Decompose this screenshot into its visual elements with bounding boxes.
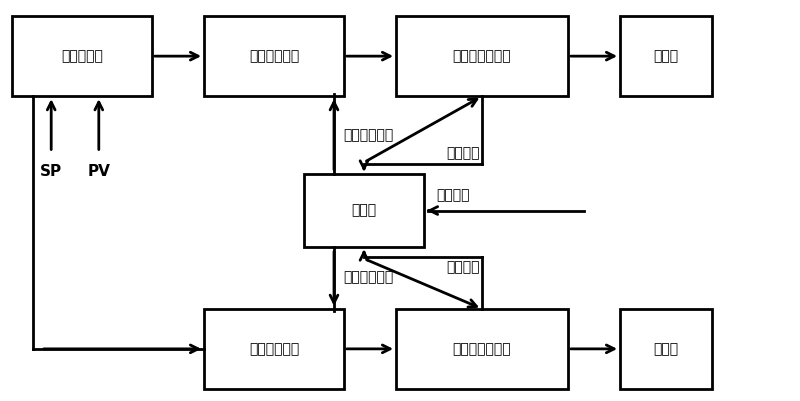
FancyBboxPatch shape	[620, 16, 712, 96]
Text: 煤气流量控制器: 煤气流量控制器	[453, 49, 511, 63]
FancyBboxPatch shape	[204, 16, 344, 96]
FancyBboxPatch shape	[620, 309, 712, 389]
Text: 高、低选择器: 高、低选择器	[249, 49, 299, 63]
Text: 空气限制参数: 空气限制参数	[344, 271, 394, 285]
Text: 调节阀: 调节阀	[654, 49, 678, 63]
FancyBboxPatch shape	[396, 309, 568, 389]
Text: SP: SP	[40, 164, 62, 179]
Text: 空气流量控制器: 空气流量控制器	[453, 342, 511, 356]
Text: 煤气流量: 煤气流量	[446, 146, 480, 160]
Text: 调节阀: 调节阀	[654, 342, 678, 356]
FancyBboxPatch shape	[396, 16, 568, 96]
Text: 温度控制器: 温度控制器	[61, 49, 103, 63]
Text: 高、低选择器: 高、低选择器	[249, 342, 299, 356]
Text: 空燃比: 空燃比	[351, 204, 377, 217]
FancyBboxPatch shape	[204, 309, 344, 389]
Text: PV: PV	[87, 164, 110, 179]
FancyBboxPatch shape	[12, 16, 152, 96]
FancyBboxPatch shape	[304, 174, 424, 247]
Text: 煤气热值: 煤气热值	[436, 188, 470, 203]
Text: 煤气限制参数: 煤气限制参数	[344, 128, 394, 142]
Text: 空气流量: 空气流量	[446, 261, 480, 275]
